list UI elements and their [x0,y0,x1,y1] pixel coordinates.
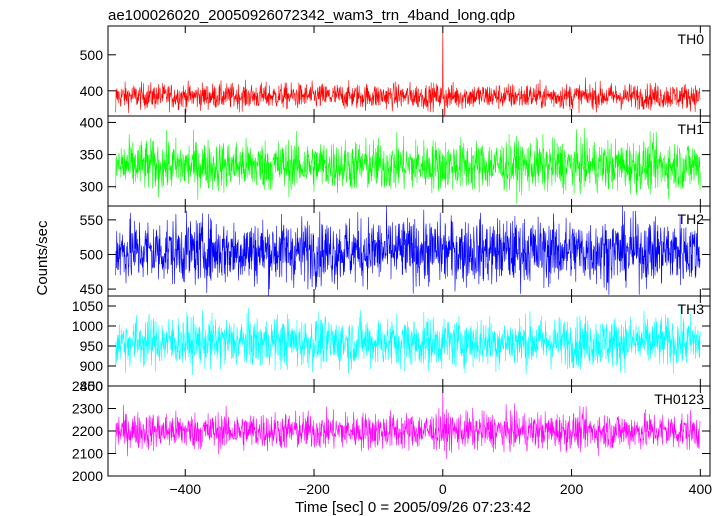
panel-frame [107,25,711,117]
y-tick-label: 400 [80,83,104,99]
series-th3-line [115,306,701,375]
panel-th0123: 2000 2100 2200 2300 2400 TH0123 [72,378,711,484]
series-th0123-line [115,387,701,460]
chart-title: ae100026020_20050926072342_wam3_trn_4ban… [108,7,515,24]
panel-th1: 300 350 400 TH1 [80,114,711,207]
x-tick-label: 0 [439,481,447,497]
y-tick-label: 850 [80,378,104,394]
panel-label: TH3 [678,301,705,317]
panel-label: TH2 [678,211,705,227]
x-tick-label: −200 [298,481,330,497]
y-tick-label: 2300 [72,401,103,417]
x-tick-label: 400 [689,481,713,497]
x-axis-ticks: −400 −200 0 200 400 [169,481,712,497]
y-tick-label: 950 [80,338,104,354]
y-tick-label: 550 [80,212,104,228]
chart-panels: 400 500 TH0 300 350 400 TH1 450 500 550 TH2 850 900 9… [72,25,711,484]
y-tick-label: 450 [80,281,104,297]
y-tick-label: 500 [80,246,104,262]
x-tick-label: 200 [560,481,584,497]
y-tick-label: 300 [80,179,104,195]
panel-th0: 400 500 TH0 [80,25,711,117]
panel-label: TH0123 [654,391,704,407]
y-tick-label: 500 [80,47,104,63]
y-tick-label: 2000 [72,468,103,484]
y-axis-label: Counts/sec [34,220,51,296]
y-tick-label: 400 [80,114,104,130]
panel-label: TH0 [678,31,705,47]
series-th0-line [115,26,701,116]
y-tick-label: 2100 [72,446,103,462]
series-th2-line [115,206,701,296]
y-tick-label: 900 [80,358,104,374]
y-tick-label: 1000 [72,318,103,334]
y-tick-label: 350 [80,147,104,163]
panel-th3: 850 900 950 1000 1050 TH3 [72,295,711,394]
y-tick-label: 2400 [72,378,103,394]
x-axis-label: Time [sec] 0 = 2005/09/26 07:23:42 [295,499,531,516]
series-th1-line [115,127,701,204]
x-tick-label: −400 [169,481,201,497]
y-tick-label: 1050 [72,298,103,314]
panel-label: TH1 [678,121,705,137]
panel-th2: 450 500 550 TH2 [80,205,711,297]
y-tick-label: 2200 [72,423,103,439]
